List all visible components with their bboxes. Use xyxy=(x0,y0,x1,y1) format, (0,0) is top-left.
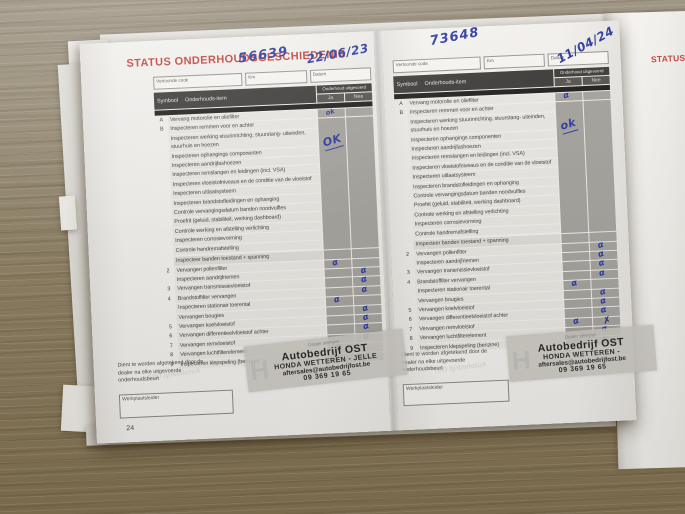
nee-cell xyxy=(346,116,379,249)
page-number: 24 xyxy=(126,424,135,433)
ja-cell xyxy=(563,289,592,300)
ja-cell xyxy=(325,287,353,297)
page-stack-tab xyxy=(58,195,78,231)
row-symbol: 2 xyxy=(405,251,410,258)
row-body: Inspecteren remmen voor en achter Inspect… xyxy=(407,100,617,240)
date-field: Datum xyxy=(309,67,372,83)
km-field: Km xyxy=(245,70,308,86)
nee-cell xyxy=(352,257,380,268)
nee-cell: α xyxy=(352,275,381,286)
service-page-left: STATUS ONDERHOUDSGESCHIEDENIS 56639 22/0… xyxy=(79,31,408,444)
row-body: Inspecteren remmen voor en achter Inspect… xyxy=(168,116,379,258)
nee-cell: α xyxy=(590,258,618,270)
header-item: Onderhouds-item xyxy=(424,78,467,87)
table-row: B Inspecteren remmen voor en achter Inspec… xyxy=(155,116,379,258)
header-item: Onderhouds-item xyxy=(184,95,227,103)
ja-cell xyxy=(323,249,352,260)
row-b-lines: Inspecteren remmen voor en achter Inspect… xyxy=(407,102,561,240)
handwritten-checkmark: α xyxy=(571,315,581,327)
ja-cell xyxy=(562,251,590,262)
service-page-right: 73648 11/04/24 Vertoonde code Km Datum S… xyxy=(381,20,658,431)
handwritten-date-left: 22/06/23 xyxy=(305,41,370,67)
handwritten-checkmark: α xyxy=(597,267,607,279)
row-b-block: Inspecteren remmen voor en achter Inspect… xyxy=(407,100,617,240)
row-symbol: 4 xyxy=(407,279,411,286)
nee-cell xyxy=(583,90,611,101)
header-symbol: Symbool xyxy=(396,80,418,88)
ja-cell xyxy=(325,277,353,288)
ja-cell xyxy=(562,261,590,271)
table-area-left: Vertoonde code Km Datum Symbool Onderhou… xyxy=(153,67,384,370)
ja-cell xyxy=(562,270,591,281)
nee-cell: α xyxy=(590,267,619,279)
displayed-code-field: Vertoonde code xyxy=(392,56,482,74)
ja-cell: α xyxy=(325,294,354,306)
next-page-title-fragment: STATUS xyxy=(650,52,685,65)
displayed-code-field: Vertoonde code xyxy=(153,72,243,90)
header-ja: Ja xyxy=(316,93,345,103)
handwritten-checkmark: α xyxy=(360,283,369,296)
row-b-lines: Inspecteren remmen voor en achter Inspect… xyxy=(168,119,323,256)
table-row: B Inspecteren remmen voor en achter Inspec… xyxy=(395,100,617,241)
nee-cell xyxy=(345,107,373,117)
handwritten-km-right: 73648 xyxy=(428,25,481,50)
handwritten-checkmark: α xyxy=(562,90,571,102)
ja-cell xyxy=(327,324,355,335)
handwritten-checkmark: α xyxy=(570,278,579,290)
row-b-block: Inspecteren remmen voor en achter Inspect… xyxy=(168,116,379,257)
nee-cell: α xyxy=(354,303,382,315)
nee-cell xyxy=(351,248,380,258)
header-executed-block: Onderhoud uitgevoerd Ja Nee xyxy=(554,66,610,87)
ja-cell xyxy=(564,298,592,309)
ja-cell xyxy=(326,315,354,325)
ja-cell xyxy=(561,242,590,253)
nee-cell xyxy=(583,100,617,233)
nee-cell xyxy=(353,295,382,305)
ja-cell: ok xyxy=(555,101,589,234)
row-symbol: 4 xyxy=(167,295,171,303)
nee-cell: α xyxy=(591,286,620,298)
checklist-rows: A Vervang motorolie en oliefilter α B Inspec… xyxy=(394,90,622,354)
ja-cell: α xyxy=(564,315,593,328)
service-booklet: STATUS ONDERHOUDSGESCHIEDENIS 56639 22/0… xyxy=(79,20,658,444)
ja-cell: α xyxy=(324,256,352,269)
row-symbol: 2 xyxy=(166,267,170,274)
km-field: Km xyxy=(483,53,546,70)
nee-cell: α xyxy=(353,283,381,296)
ja-cell xyxy=(561,233,589,243)
handwritten-checkmark: ok xyxy=(324,107,336,118)
workshop-leader-box: Werkplaatsleider xyxy=(118,389,234,419)
handwritten-checkmark: α xyxy=(332,294,341,306)
checklist-rows: A Vervang motorolie en oliefilter ok B Inspe… xyxy=(155,107,384,370)
ja-cell: α xyxy=(555,90,583,102)
nee-cell: α xyxy=(589,239,618,251)
workshop-leader-box: Werkplaatsleider xyxy=(402,379,510,407)
handwritten-ok: OK xyxy=(321,132,344,152)
ja-cell xyxy=(324,268,352,278)
header-executed-block: Onderhoud uitgevoerd Ja Nee xyxy=(316,83,373,103)
header-nee: Nee xyxy=(344,92,373,102)
ja-cell: α xyxy=(563,278,591,290)
nee-cell xyxy=(591,278,619,289)
handwritten-checkmark: α xyxy=(331,256,340,269)
header-ja: Ja xyxy=(554,77,582,87)
header-nee: Nee xyxy=(582,75,610,86)
ja-cell xyxy=(326,305,354,316)
handwritten-ok: ok xyxy=(558,116,579,136)
table-area-right: Vertoonde code Km Datum Symbool Onderhou… xyxy=(392,50,622,354)
ja-cell xyxy=(564,308,592,318)
header-symbol: Symbool xyxy=(156,97,179,105)
nee-cell xyxy=(589,231,617,242)
ja-cell: ok xyxy=(317,107,345,119)
nee-cell: ✗ xyxy=(592,314,621,327)
ja-cell: OK xyxy=(318,117,351,250)
